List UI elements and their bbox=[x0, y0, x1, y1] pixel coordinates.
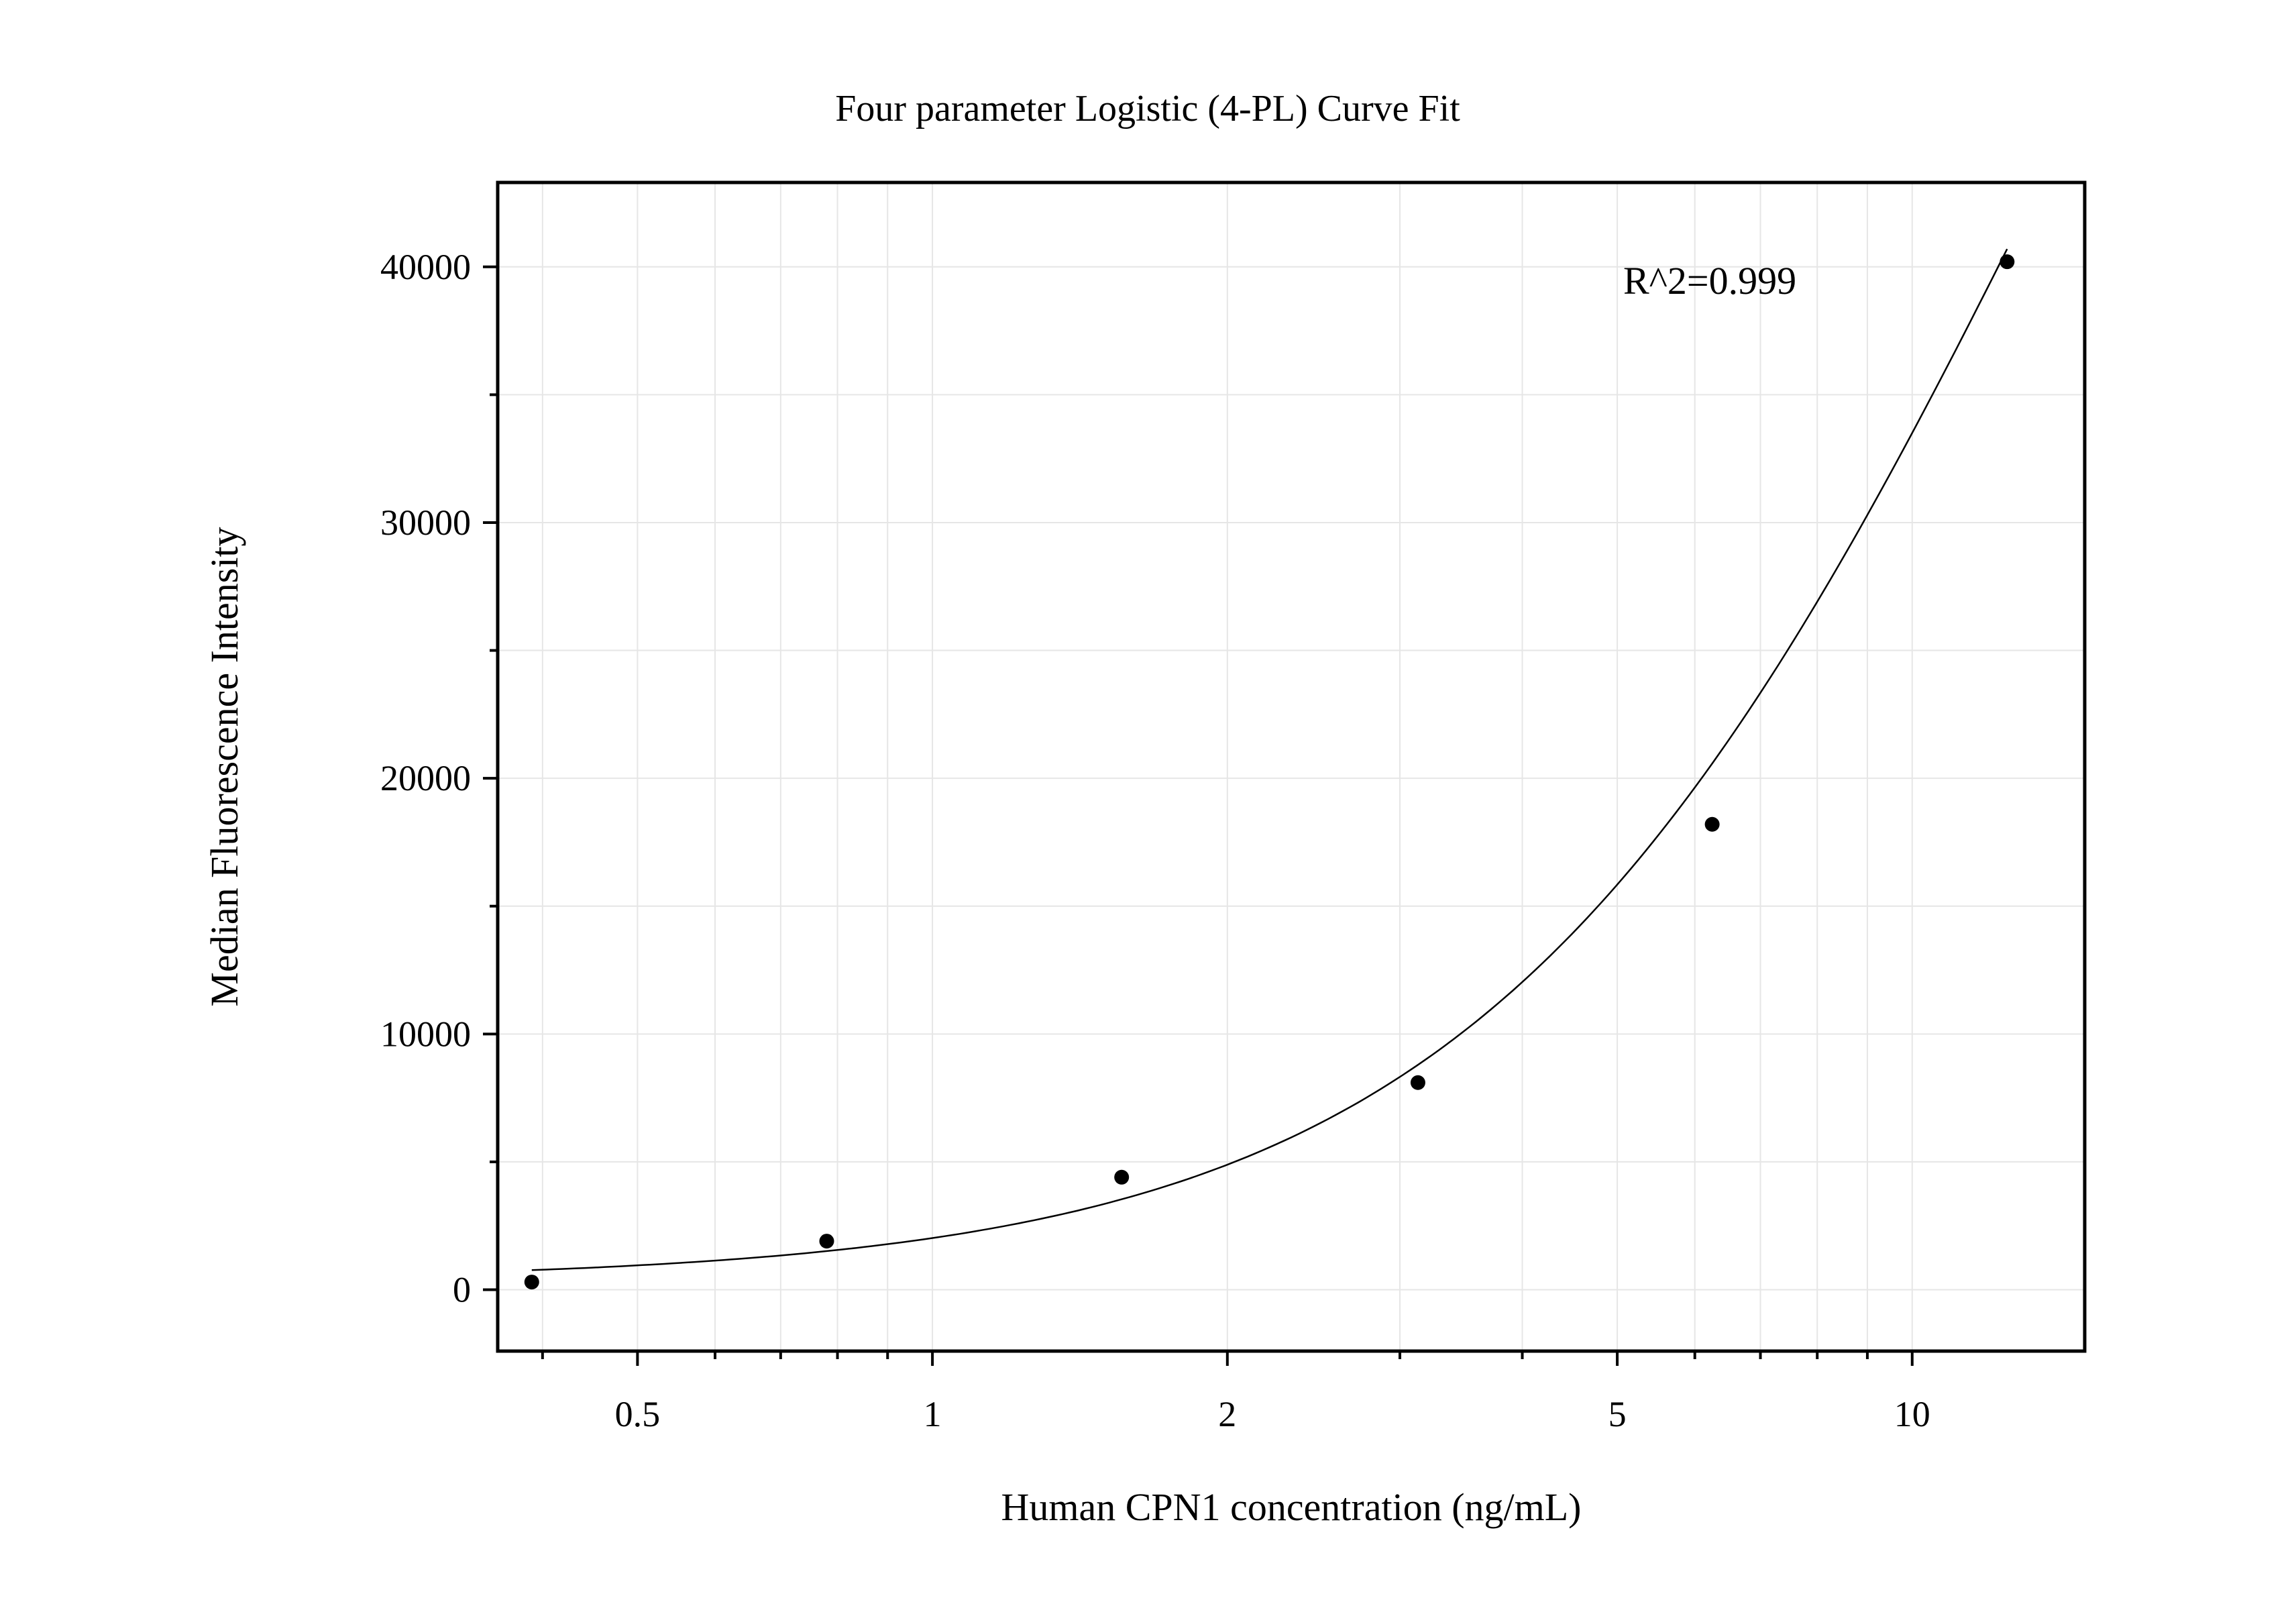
data-point bbox=[1114, 1169, 1130, 1185]
y-axis-ticks: 0 10000 20000 30000 40000 bbox=[380, 247, 498, 1310]
y-tick-label: 30000 bbox=[380, 502, 471, 543]
data-point bbox=[819, 1234, 834, 1249]
x-tick-label: 10 bbox=[1894, 1394, 1930, 1434]
x-axis-ticks: 0.5 1 2 5 10 bbox=[541, 1351, 1930, 1434]
y-tick-label: 0 bbox=[453, 1270, 471, 1310]
data-points bbox=[524, 254, 2015, 1290]
x-tick-label: 5 bbox=[1608, 1394, 1627, 1434]
data-point bbox=[524, 1275, 539, 1290]
x-tick-label: 0.5 bbox=[615, 1394, 661, 1434]
x-tick-label: 1 bbox=[924, 1394, 942, 1434]
fit-curve-layer bbox=[531, 248, 2008, 1271]
x-tick-label: 2 bbox=[1218, 1394, 1236, 1434]
data-point bbox=[1410, 1075, 1425, 1090]
data-point bbox=[2000, 254, 2015, 270]
y-axis-label: Median Fluorescence Intensity bbox=[203, 527, 246, 1006]
r-squared-annotation: R^2=0.999 bbox=[1623, 259, 1796, 303]
y-tick-label: 20000 bbox=[380, 758, 471, 798]
fit-curve bbox=[531, 248, 2008, 1271]
data-point bbox=[1704, 816, 1720, 832]
chart-title: Four parameter Logistic (4-PL) Curve Fit bbox=[835, 88, 1460, 129]
y-tick-label: 40000 bbox=[380, 247, 471, 287]
plot-frame bbox=[496, 180, 2087, 1353]
x-axis-label: Human CPN1 concentration (ng/mL) bbox=[1001, 1485, 1582, 1529]
y-tick-label: 10000 bbox=[380, 1014, 471, 1054]
grid-lines bbox=[498, 182, 2085, 1351]
